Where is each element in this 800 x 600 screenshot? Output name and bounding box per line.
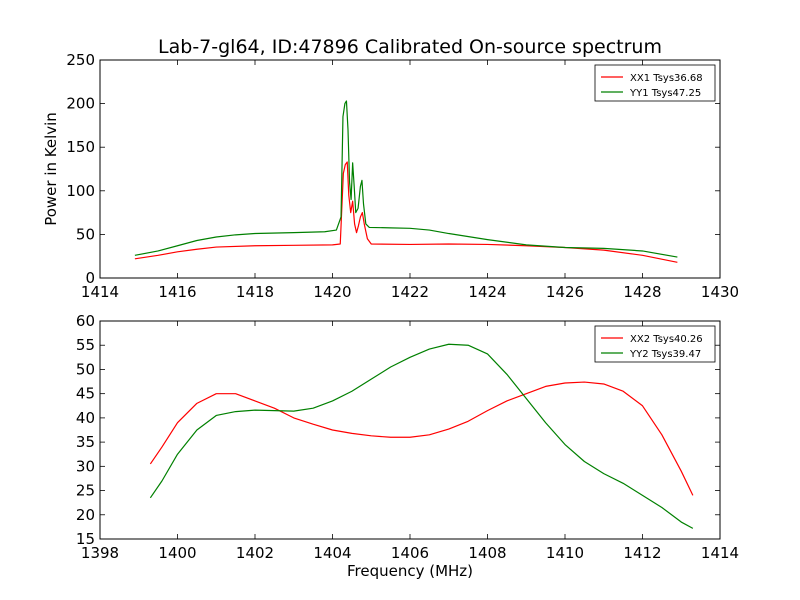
legend-entry: XX2 Tsys40.26 — [630, 334, 703, 345]
x-tick-label: 1414 — [81, 283, 119, 301]
x-tick-label: 1412 — [623, 544, 661, 562]
x-tick-label: 1426 — [546, 283, 584, 301]
x-tick-label: 1414 — [701, 544, 739, 562]
series-line-yy — [134, 100, 678, 258]
legend — [594, 325, 716, 363]
x-tick-label: 1416 — [158, 283, 196, 301]
x-tick-label: 1410 — [546, 544, 584, 562]
x-tick-label: 1408 — [468, 544, 506, 562]
figure-title: Lab-7-gl64, ID:47896 Calibrated On-sourc… — [158, 36, 662, 58]
x-tick-label: 1398 — [81, 544, 119, 562]
y-tick-label: 150 — [66, 138, 95, 156]
x-tick-label: 1420 — [313, 283, 351, 301]
x-axis-label: Frequency (MHz) — [347, 562, 473, 580]
y-tick-label: 20 — [76, 506, 95, 524]
y-tick-label: 45 — [76, 385, 95, 403]
bottom-spectrum-plot: 1398 1400 1402 1404 1406 1408 1410 1412 1414 15 20… — [76, 312, 739, 580]
legend — [594, 64, 716, 102]
x-tick-label: 1430 — [701, 283, 739, 301]
x-tick-label: 1418 — [236, 283, 274, 301]
y-tick-label: 200 — [66, 95, 95, 113]
legend-entry: YY2 Tsys39.47 — [629, 349, 701, 360]
y-tick-label: 55 — [76, 336, 95, 354]
y-axis-label: Power in Kelvin — [42, 112, 60, 226]
top-spectrum-plot: 1414 1416 1418 1420 1422 1424 1426 1428 1430 0 50 1… — [42, 51, 739, 301]
y-tick-label: 100 — [66, 182, 95, 200]
legend-entry: YY1 Tsys47.25 — [629, 88, 701, 99]
series-line-xx — [134, 161, 678, 263]
x-tick-label: 1402 — [236, 544, 274, 562]
y-tick-label: 0 — [85, 269, 95, 287]
series-line-xx — [149, 381, 694, 496]
legend-entry: XX1 Tsys36.68 — [630, 73, 703, 84]
x-tick-label: 1428 — [623, 283, 661, 301]
x-tick-label: 1400 — [158, 544, 196, 562]
y-tick-label: 50 — [76, 360, 95, 378]
x-tick-label: 1406 — [391, 544, 429, 562]
x-tick-label: 1424 — [468, 283, 506, 301]
x-tick-label: 1404 — [313, 544, 351, 562]
y-tick-label: 40 — [76, 409, 95, 427]
y-tick-label: 25 — [76, 482, 95, 500]
y-tick-label: 15 — [76, 530, 95, 548]
y-tick-label: 50 — [76, 225, 95, 243]
y-tick-label: 60 — [76, 312, 95, 330]
y-tick-label: 250 — [66, 51, 95, 69]
series-line-yy — [149, 343, 694, 529]
y-tick-label: 30 — [76, 457, 95, 475]
x-tick-label: 1422 — [391, 283, 429, 301]
y-tick-label: 35 — [76, 433, 95, 451]
